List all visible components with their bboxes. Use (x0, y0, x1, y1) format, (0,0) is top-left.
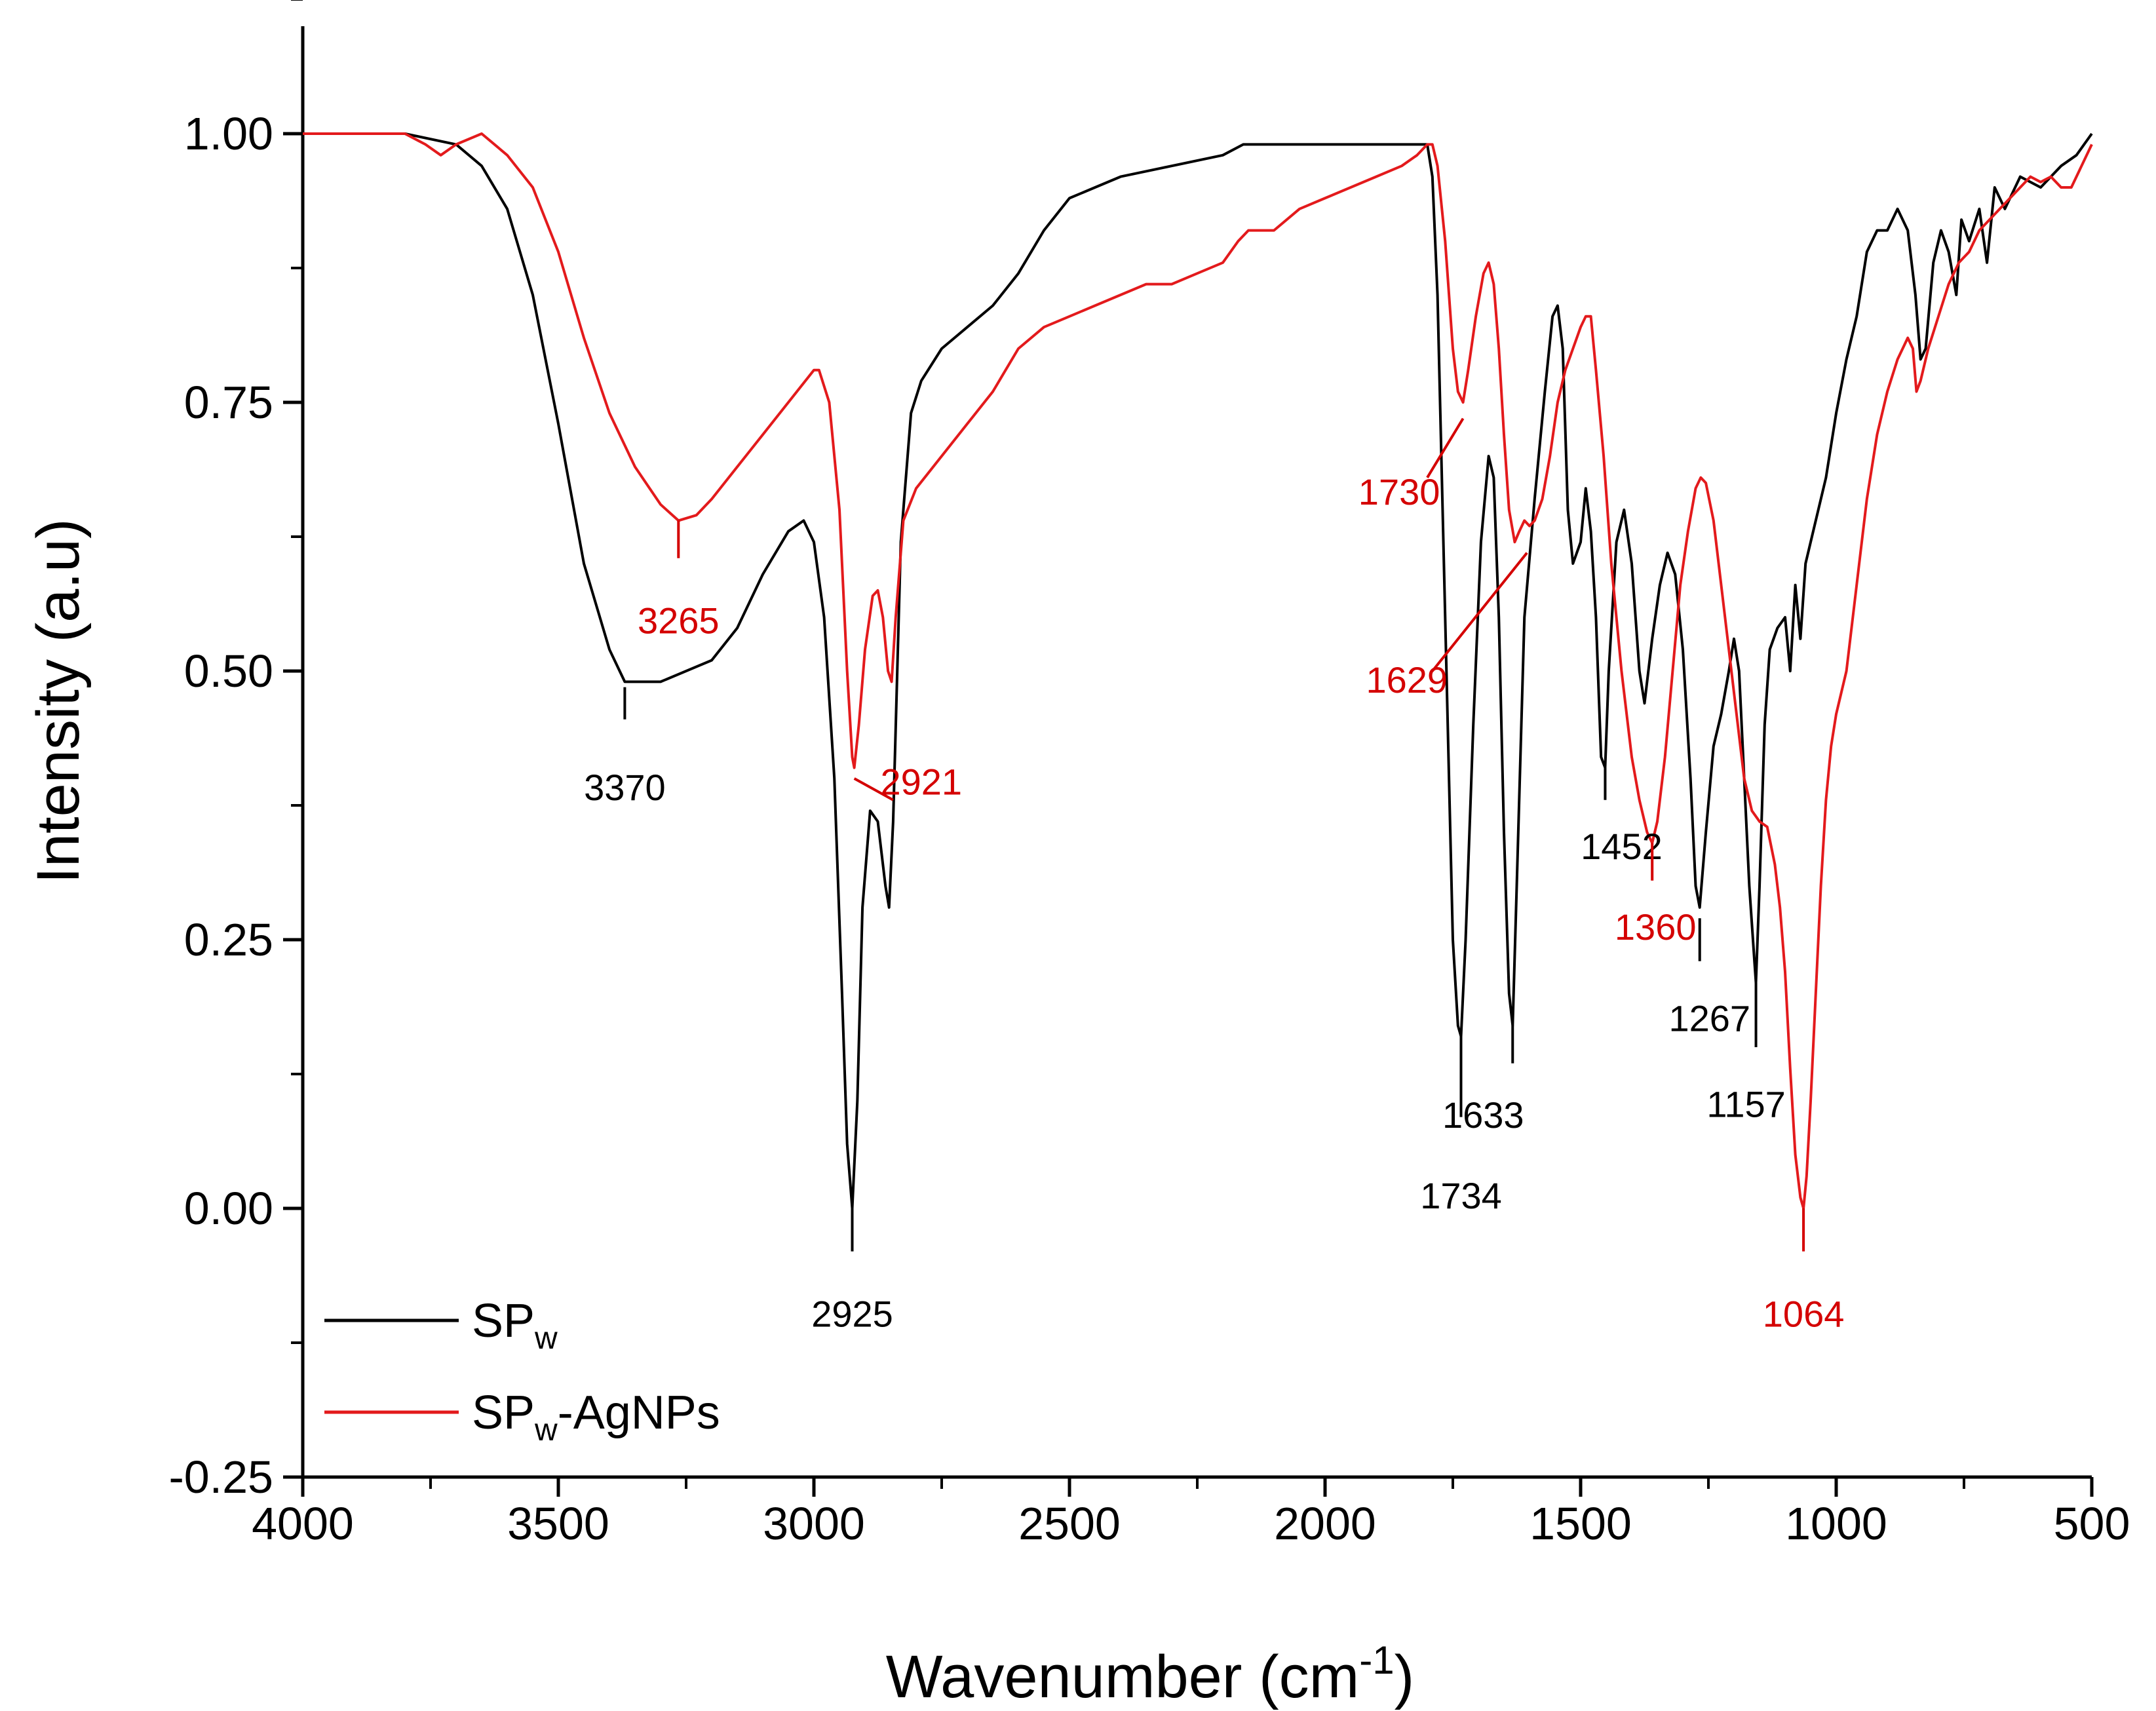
x-axis-title-close: ) (1395, 1644, 1415, 1710)
peak-annotations: 3370 3265 2925 1734 1633 1452 1360 1267 1157 1064… (584, 417, 1845, 1334)
x-tick-label: 4000 (252, 1498, 354, 1549)
x-tick-label: 500 (2054, 1498, 2130, 1549)
peak-label-1452: 1452 (1581, 826, 1663, 867)
peak-label-1157: 1157 (1706, 1084, 1785, 1125)
peak-label-1730: 1730 (1358, 471, 1440, 512)
peak-leader-1629 (1431, 552, 1528, 672)
legend-label-suffix: -AgNPs (558, 1387, 720, 1439)
legend-label-sub: w (534, 1413, 558, 1448)
x-tick-label: 1000 (1785, 1498, 1887, 1549)
y-tick-label: 0.00 (184, 1183, 273, 1234)
axes: 4000 3500 3000 2500 2000 1500 1000 500 -0.25 0.00… (168, 0, 2130, 1549)
legend-label-sub: w (534, 1321, 558, 1356)
axis-labels: Intensity (a.u) Wavenumber (cm-1) (25, 518, 1414, 1710)
x-tick-label: 2000 (1274, 1498, 1376, 1549)
peak-label-3370: 3370 (584, 767, 666, 808)
peak-label-3265: 3265 (638, 600, 720, 642)
x-tick-label: 1500 (1530, 1498, 1632, 1549)
series-line-1 (303, 132, 2093, 1210)
y-tick-label: 0.75 (184, 377, 273, 428)
peak-label-1629: 1629 (1366, 659, 1448, 701)
peak-label-2921: 2921 (881, 761, 963, 803)
y-tick-label: -0.25 (168, 1451, 273, 1503)
legend-label-1: SPw-AgNPs (472, 1387, 720, 1448)
series-layer (303, 132, 2093, 1210)
peak-label-1734: 1734 (1420, 1175, 1502, 1216)
peak-label-1633: 1633 (1442, 1094, 1524, 1136)
peak-label-1267: 1267 (1668, 997, 1750, 1039)
legend-label-main: SP (472, 1295, 535, 1347)
peak-leader-1730 (1426, 417, 1465, 478)
legend-label-0: SPw (472, 1295, 558, 1356)
legend-label-main: SP (472, 1387, 535, 1439)
peak-label-2925: 2925 (811, 1293, 893, 1334)
series-line-0 (303, 132, 2093, 1210)
y-tick-label: 0.25 (184, 914, 273, 965)
peak-label-1064: 1064 (1763, 1293, 1845, 1334)
x-tick-label: 3000 (763, 1498, 865, 1549)
y-tick-label: 1.00 (184, 108, 273, 159)
peak-leader-2921 (853, 777, 894, 801)
x-axis-title-sup: -1 (1359, 1638, 1394, 1682)
x-axis-title-main: Wavenumber (cm (886, 1644, 1360, 1710)
y-axis-title: Intensity (a.u) (25, 518, 92, 883)
x-tick-label: 2500 (1018, 1498, 1121, 1549)
peak-label-1360: 1360 (1615, 906, 1697, 948)
x-axis-title: Wavenumber (cm-1) (886, 1638, 1415, 1710)
x-tick-label: 3500 (507, 1498, 609, 1549)
y-tick-label: 0.50 (184, 645, 273, 697)
